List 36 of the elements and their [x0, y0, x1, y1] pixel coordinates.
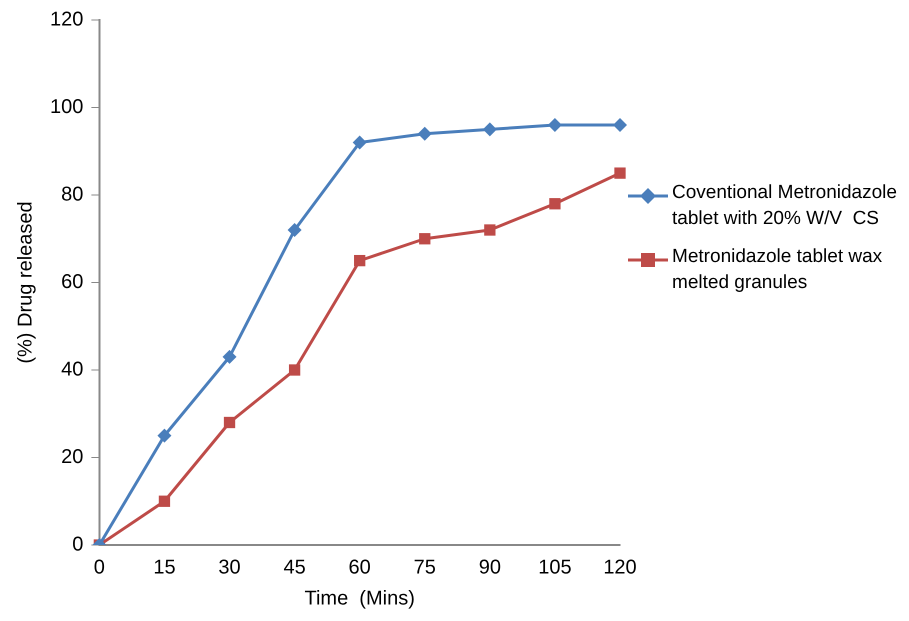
x-tick-label: 45 [283, 556, 306, 579]
y-tick-label: 40 [61, 358, 84, 381]
point [484, 224, 496, 236]
x-tick-label: 15 [153, 556, 176, 579]
point [549, 198, 561, 210]
point [419, 233, 430, 244]
x-axis-title: Time (Mins) [304, 588, 415, 610]
x-tick-label: 105 [538, 556, 572, 579]
x-tick-label: 30 [218, 556, 241, 579]
point [354, 254, 366, 266]
x-tick-label: 120 [603, 556, 637, 579]
legend-label: Coventional Metronidazole tablet with 20% W/V CS [672, 181, 898, 231]
point [158, 496, 170, 507]
y-tick-label: 20 [61, 446, 84, 468]
point [613, 118, 627, 132]
point [614, 167, 626, 179]
x-tick-label: 0 [94, 556, 105, 579]
point [548, 118, 562, 132]
y-tick-label: 80 [61, 184, 84, 206]
y-tick-label: 100 [50, 96, 84, 118]
x-tick-label: 75 [414, 556, 436, 579]
point [352, 136, 367, 150]
y-tick-label: 120 [50, 8, 84, 31]
point [482, 122, 497, 136]
y-tick-label: 60 [61, 271, 84, 294]
y-axis-title: (%) Drug released [14, 201, 37, 364]
point [418, 126, 432, 141]
point [224, 416, 236, 428]
point [222, 350, 237, 364]
legend-label: Metronidazole tablet wax melted granules [672, 245, 884, 295]
point [288, 364, 300, 376]
x-tick-label: 60 [348, 556, 371, 579]
point [157, 428, 172, 443]
point [288, 223, 302, 237]
y-tick-label: 0 [72, 534, 84, 556]
x-tick-label: 90 [478, 556, 501, 579]
